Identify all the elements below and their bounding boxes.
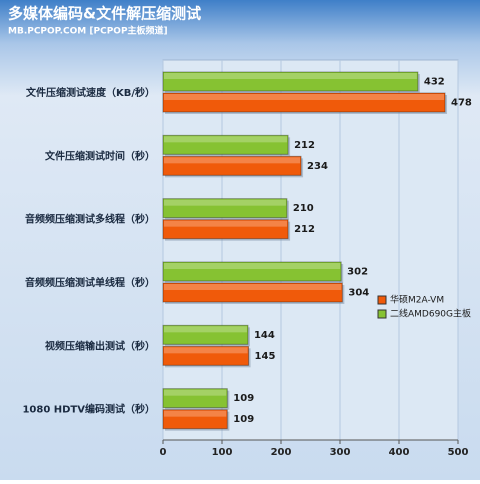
x-tick-label: 400 xyxy=(389,447,410,458)
x-tick-label: 200 xyxy=(271,447,292,458)
y-tick-label: 1080 HDTV编码测试（秒） xyxy=(22,403,155,416)
y-tick-label: 视频压缩输出测试（秒） xyxy=(45,339,155,352)
legend-swatch xyxy=(377,295,387,305)
data-label: 234 xyxy=(307,161,328,172)
bar xyxy=(162,134,289,155)
x-tick-label: 500 xyxy=(448,447,469,458)
bar-highlight xyxy=(164,220,288,227)
bar-highlight xyxy=(164,284,342,290)
data-label: 302 xyxy=(347,267,368,278)
bar-highlight xyxy=(164,389,227,396)
bar-highlight xyxy=(164,326,247,333)
y-tick-label: 文件压缩测试速度（KB/秒） xyxy=(26,86,155,99)
x-tick-label: 0 xyxy=(160,447,167,458)
data-label: 212 xyxy=(294,224,315,235)
data-label: 432 xyxy=(424,77,445,88)
data-label: 109 xyxy=(233,414,254,425)
bar-highlight xyxy=(164,263,341,269)
chart-subtitle: MB.PCPOP.COM [PCPOP主板频道] xyxy=(8,25,168,37)
legend-label: 二线AMD690G主板 xyxy=(390,308,471,320)
bar-highlight xyxy=(164,410,227,417)
legend-swatch xyxy=(377,309,387,319)
plot-area xyxy=(162,59,459,441)
bar-highlight xyxy=(164,73,417,79)
legend-label: 华硕M2A-VM xyxy=(390,294,444,306)
y-tick-label: 音频频压缩测试多线程（秒） xyxy=(25,213,155,226)
data-label: 145 xyxy=(255,351,276,362)
bar xyxy=(162,388,228,409)
bar-highlight xyxy=(164,199,286,206)
data-label: 304 xyxy=(348,288,369,299)
bar xyxy=(162,261,342,282)
bar-highlight xyxy=(164,136,288,143)
bar xyxy=(162,198,288,219)
data-label: 144 xyxy=(254,330,275,341)
bar-highlight xyxy=(164,157,301,164)
bar-highlight xyxy=(164,94,445,100)
bar xyxy=(162,324,249,345)
x-tick-label: 100 xyxy=(212,447,233,458)
data-label: 212 xyxy=(294,140,315,151)
bar xyxy=(162,71,419,92)
x-tick-label: 300 xyxy=(330,447,351,458)
y-tick-label: 文件压缩测试时间（秒） xyxy=(45,149,155,162)
bar-highlight xyxy=(164,347,248,354)
y-tick-label: 音频频压缩测试单线程（秒） xyxy=(25,276,155,289)
data-label: 210 xyxy=(293,203,314,214)
chart-title: 多媒体编码&文件解压缩测试 xyxy=(8,5,201,23)
data-label: 478 xyxy=(451,98,472,109)
data-label: 109 xyxy=(233,393,254,404)
